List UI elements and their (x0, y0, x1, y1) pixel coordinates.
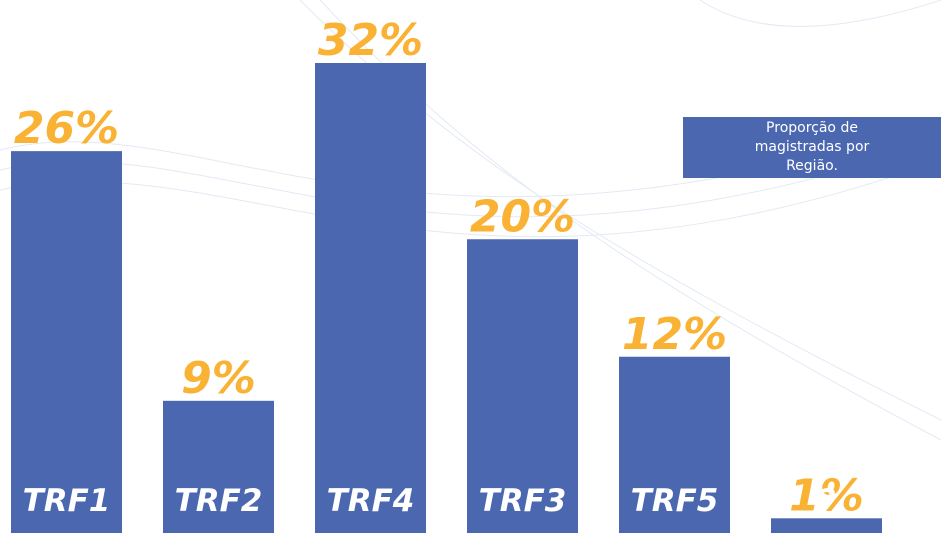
bar (315, 63, 426, 533)
value-label: 12% (622, 309, 727, 360)
value-label: 32% (318, 15, 423, 66)
bar (11, 151, 122, 533)
bar (619, 356, 730, 533)
bar (771, 518, 882, 533)
category-label: TRF2 (175, 483, 263, 519)
category-label: TRF4 (327, 483, 415, 519)
value-label: 20% (470, 191, 575, 242)
bar (163, 400, 274, 533)
value-label: 1% (789, 470, 864, 521)
category-label: TRF3 (479, 483, 567, 519)
value-label: 9% (181, 353, 256, 404)
category-label: TRF1 (23, 483, 111, 519)
legend-box: Proporção de magistradas por Região. (683, 117, 941, 178)
category-label: TRF5 (631, 483, 719, 519)
category-label: ? (818, 483, 836, 519)
value-label: 26% (14, 103, 119, 154)
bar (467, 239, 578, 533)
